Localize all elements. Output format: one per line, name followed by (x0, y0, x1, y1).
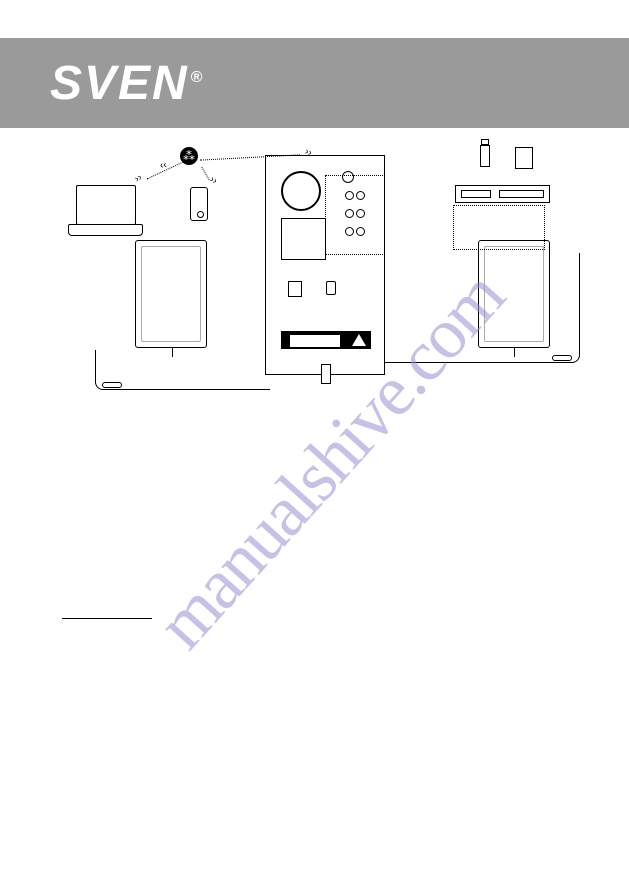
callout-box (325, 175, 385, 255)
laptop-icon (68, 185, 143, 240)
driver-icon (281, 171, 321, 211)
speaker-cable-left (172, 347, 173, 357)
warning-panel-icon (281, 331, 371, 349)
satellite-speaker-left (135, 240, 207, 348)
wireless-link (201, 167, 209, 180)
usb-slot-icon (461, 190, 491, 198)
usb-stick-icon (480, 145, 490, 167)
brand-logo: SVEN® (50, 56, 205, 111)
header-band: SVEN® (0, 38, 629, 128)
power-cord-icon (321, 364, 331, 384)
wireless-icon: ›› (133, 172, 144, 185)
wireless-icon: ›› (208, 174, 219, 187)
front-panel-icon (455, 185, 550, 203)
port-icon (326, 281, 336, 295)
connection-diagram: ⁂ ›› ›› ›› ‹‹ (60, 145, 580, 425)
heatsink-icon (281, 218, 326, 260)
sd-slot-icon (499, 190, 544, 198)
smartphone-icon (190, 187, 208, 221)
sd-card-icon (515, 147, 533, 169)
registered-mark: ® (191, 69, 205, 86)
divider-line (62, 618, 152, 619)
usb-sd-group (475, 145, 545, 180)
speaker-cable-right (385, 253, 580, 363)
callout-box (453, 205, 545, 250)
speaker-cable-right (514, 347, 515, 357)
brand-name: SVEN (50, 57, 189, 110)
jack-plug-icon (552, 355, 572, 361)
power-switch-icon (288, 281, 302, 297)
jack-plug-icon (102, 382, 122, 388)
